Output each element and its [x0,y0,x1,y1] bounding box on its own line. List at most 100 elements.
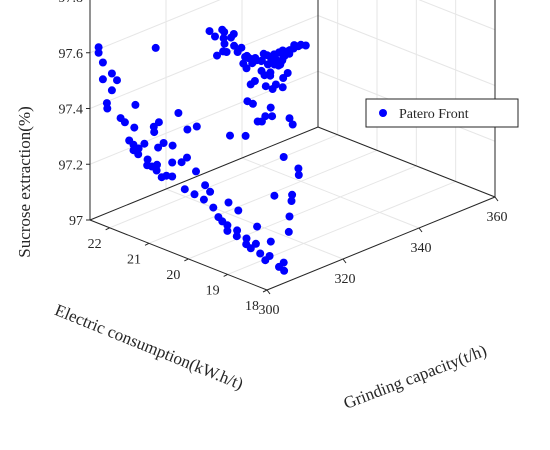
data-point [151,43,160,52]
z-tick-label: 97 [69,214,83,229]
legend-box [365,98,519,128]
data-point [261,256,270,265]
data-point [94,43,103,52]
z-tick-label: 97.6 [59,47,84,62]
data-point [183,153,191,162]
data-point [154,143,163,152]
data-point [134,150,143,159]
data-point [266,103,275,112]
data-point [294,164,303,173]
data-point [224,198,233,207]
data-point [223,226,232,235]
legend-label: Patero Front [399,107,469,122]
y-tick-mark [262,289,268,293]
tick-labels: 300 320 340 360 18 19 20 21 22 97 97.2 97.4 97.6 97.8 [59,0,508,318]
data-point [241,131,250,140]
x-tick-mark [342,258,347,264]
data-point [283,69,292,77]
data-point [233,226,242,235]
y-axis-line [89,219,268,291]
x-tick-label: 300 [259,303,280,318]
data-point [253,222,262,231]
y-tick-mark [223,273,228,277]
y-tick-mark [184,258,189,262]
data-point [294,171,303,179]
data-point [222,48,231,56]
data-point [192,167,200,176]
floor-edge-right [317,126,496,198]
grid-line-z-back [89,15,319,109]
x-tick-mark [266,289,271,295]
x-axis-label: Grinding capacity(t/h) [341,341,489,413]
grid-line-y-floor [109,134,338,229]
data-point [168,141,177,150]
data-point [285,114,294,123]
grid-line-z-back [89,0,221,54]
data-point [190,190,199,199]
data-point [230,41,239,50]
data-point [211,32,219,41]
data-point [205,27,214,36]
data-point [232,232,241,241]
data-point [270,191,279,200]
legend: Patero Front [365,98,519,128]
legend-marker [379,109,387,117]
data-point [174,109,183,117]
data-point [130,123,139,132]
data-points [94,25,310,275]
data-point [120,118,129,127]
data-point [131,100,140,109]
data-point [266,237,275,246]
data-point [150,128,159,137]
data-point [271,80,280,89]
y-tick-label: 19 [206,283,220,298]
data-point [180,185,189,194]
data-point [113,76,121,85]
data-point [301,41,310,50]
grid-line-x-floor [241,157,420,229]
grid-line-y-floor [148,149,378,244]
data-point [237,43,246,52]
axes-frame [86,0,499,295]
data-point [285,212,294,221]
data-point [107,69,116,78]
data-point [229,30,238,38]
data-point [234,206,243,215]
data-point [159,139,168,147]
data-point [199,195,208,204]
data-point [261,82,270,91]
x-tick-mark [494,196,499,202]
x-tick-label: 360 [487,210,508,225]
data-point [206,187,215,196]
z-tick-label: 97.4 [59,103,84,118]
data-point [246,80,255,89]
data-point [285,49,294,58]
data-point [103,104,112,113]
data-point [140,139,149,148]
floor-edge-back [89,126,319,221]
grid-line-z-side [418,0,496,31]
data-point [288,190,297,199]
data-point [284,227,293,236]
data-point [107,86,116,95]
data-point [243,97,252,106]
grid-line-z-side [317,15,496,86]
data-point [248,59,257,68]
data-point [223,221,232,230]
data-point [152,166,161,175]
y-tick-mark [105,227,110,231]
data-point [209,203,218,212]
y-axis-label: Electric consumption(kW.h/t) [52,300,246,393]
data-point [218,25,227,34]
y-tick-label: 21 [127,252,141,267]
data-point [143,155,152,164]
data-point [246,244,255,253]
data-point [219,34,228,43]
data-point [168,158,177,167]
data-point [242,234,251,243]
data-point [226,131,234,140]
y-tick-mark [144,242,150,246]
data-point [257,117,266,126]
x-axis-line [266,196,496,291]
